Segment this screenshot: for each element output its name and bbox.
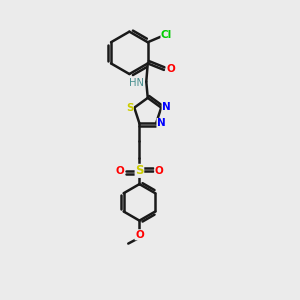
- Text: S: S: [126, 103, 133, 113]
- Text: O: O: [115, 166, 124, 176]
- Text: N: N: [157, 118, 166, 128]
- Text: Cl: Cl: [161, 30, 172, 40]
- Text: N: N: [162, 102, 171, 112]
- Text: O: O: [155, 166, 164, 176]
- Text: O: O: [135, 230, 144, 240]
- Text: O: O: [166, 64, 175, 74]
- Text: HN: HN: [129, 78, 144, 88]
- Text: S: S: [135, 164, 144, 177]
